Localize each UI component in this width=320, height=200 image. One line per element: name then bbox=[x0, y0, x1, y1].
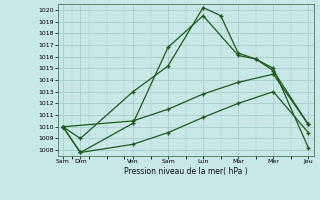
X-axis label: Pression niveau de la mer( hPa ): Pression niveau de la mer( hPa ) bbox=[124, 167, 247, 176]
